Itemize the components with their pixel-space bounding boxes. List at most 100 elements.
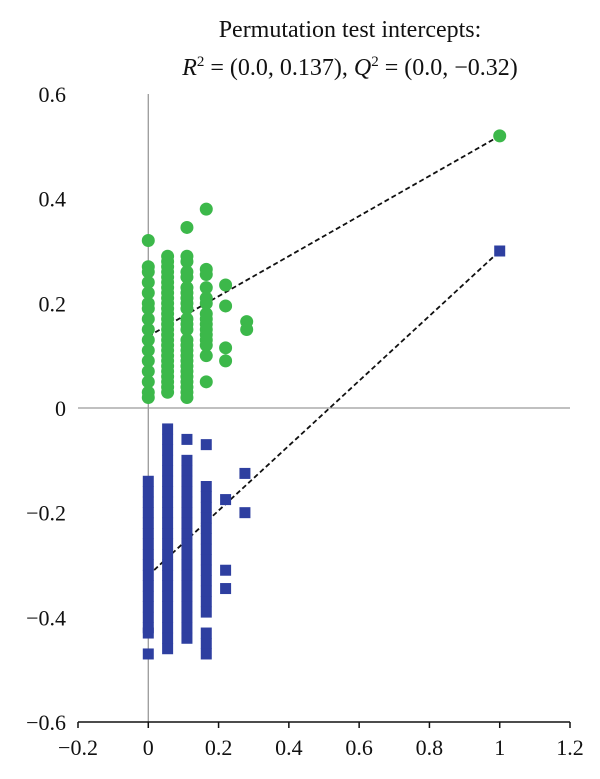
r2-point: [219, 278, 233, 292]
q2-point: [239, 507, 251, 519]
q2-point: [142, 528, 154, 540]
y-tick-label: 0: [55, 396, 66, 421]
q2-point: [200, 627, 212, 639]
q2-point: [200, 439, 212, 451]
x-tick-label: 1: [494, 735, 505, 760]
x-tick-label: 1.2: [556, 735, 584, 760]
y-tick-label: 0.4: [39, 187, 67, 212]
r2-point: [240, 323, 254, 336]
r2-point: [219, 299, 233, 313]
r2-point: [180, 254, 194, 268]
r2-point: [141, 343, 155, 357]
q2-point: [181, 549, 193, 561]
q2-point: [162, 454, 174, 466]
r2-point: [141, 275, 155, 289]
q2-point: [142, 627, 154, 639]
r2-point: [141, 234, 155, 248]
q2-point: [181, 454, 193, 466]
r2-point: [141, 333, 155, 347]
q2-point: [162, 611, 174, 623]
r2-point: [199, 338, 213, 352]
r2-point: [141, 364, 155, 378]
q2-point: [200, 575, 212, 587]
q2-point: [162, 590, 174, 602]
x-tick-label: 0.6: [345, 735, 373, 760]
q2-point: [142, 559, 154, 571]
q2-point: [181, 475, 193, 487]
q2-point: [162, 569, 174, 581]
q2-point: [162, 486, 174, 498]
r2-point: [180, 220, 194, 234]
q2-point: [200, 533, 212, 545]
r2-point: [180, 270, 194, 284]
r2-point: [141, 323, 155, 336]
q2-point: [142, 580, 154, 592]
q2-point: [200, 491, 212, 503]
r2-point: [141, 391, 155, 405]
r2-point: [161, 385, 175, 399]
q2-point: [162, 622, 174, 634]
q2-point: [162, 538, 174, 550]
q2-point: [162, 528, 174, 540]
chart-subtitle: R2 = (0.0, 0.137), Q2 = (0.0, −0.32): [100, 46, 600, 84]
y-tick-label: −0.6: [26, 710, 66, 735]
r2-point: [141, 354, 155, 368]
x-tick-label: 0.8: [416, 735, 444, 760]
q-superscript: 2: [371, 54, 379, 70]
y-tick-label: 0.6: [39, 82, 67, 107]
q2-point: [162, 601, 174, 613]
q2-point: [162, 465, 174, 477]
q-label: Q: [353, 55, 372, 81]
q2-point: [181, 528, 193, 540]
q2-point: [142, 496, 154, 508]
x-tick-label: 0.4: [275, 735, 303, 760]
r2-point: [199, 296, 213, 310]
q2-point: [200, 543, 212, 555]
q2-point: [200, 522, 212, 534]
q2-point: [162, 559, 174, 571]
r2-point: [219, 354, 233, 368]
data-points: [141, 129, 507, 660]
q2-point: [200, 648, 212, 660]
q2-point: [200, 501, 212, 513]
q2-point: [181, 590, 193, 602]
q2-point: [162, 475, 174, 487]
q2-point: [200, 554, 212, 566]
q2-point: [200, 512, 212, 524]
q2-point: [142, 475, 154, 487]
q2-point: [162, 580, 174, 592]
q2-point: [181, 538, 193, 550]
r2-point: [199, 268, 213, 282]
q2-point: [181, 517, 193, 529]
q2-point: [181, 496, 193, 508]
r2-point: [180, 323, 194, 336]
q2-point: [181, 465, 193, 477]
q2-point: [200, 585, 212, 597]
q2-point: [181, 559, 193, 571]
q2-point: [162, 643, 174, 655]
q2-point: [162, 496, 174, 508]
q2-point: [162, 632, 174, 644]
q2-point: [162, 549, 174, 561]
tick-labels: −0.2 0 0.2 0.4 0.6 0.8 1 1.2 −0.6 −0.4 −0.2 0 0.2 0.4…: [26, 82, 584, 760]
r2-point: [141, 375, 155, 389]
q2-point: [181, 569, 193, 581]
q2-point: [142, 486, 154, 498]
y-tick-label: 0.2: [39, 291, 67, 316]
q2-point: [220, 583, 232, 595]
r2-point: [180, 391, 194, 405]
q2-point: [181, 433, 193, 445]
q2-point: [200, 564, 212, 576]
chart-title: Permutation test intercepts:: [218, 17, 482, 43]
y-tick-label: −0.4: [26, 605, 66, 630]
q2-point: [162, 507, 174, 519]
q2-point: [142, 549, 154, 561]
r2-point: [199, 375, 213, 389]
q2-point: [162, 423, 174, 435]
q2-point: [162, 517, 174, 529]
r2-point: [141, 265, 155, 279]
q2-point: [494, 245, 506, 257]
q2-point: [142, 507, 154, 519]
r2-point: [141, 312, 155, 326]
